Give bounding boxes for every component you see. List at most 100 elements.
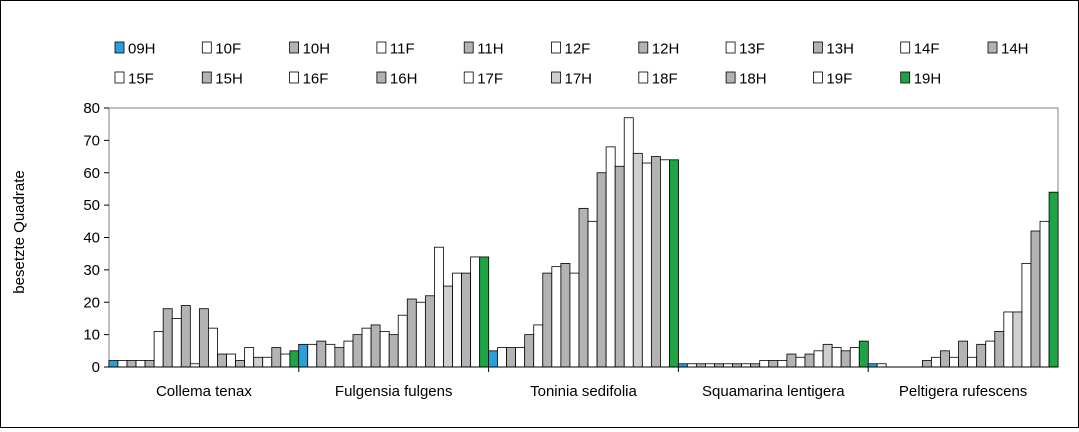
bar xyxy=(217,353,227,368)
bar xyxy=(795,356,806,368)
bar xyxy=(434,246,444,368)
legend-swatch xyxy=(725,71,736,84)
legend-label: 16H xyxy=(390,71,418,88)
bar xyxy=(849,347,860,368)
legend-item: 16H xyxy=(376,71,418,88)
bar xyxy=(198,308,209,368)
bar xyxy=(786,353,797,368)
x-category-label: Peltigera rufescens xyxy=(899,383,1027,400)
bar xyxy=(623,117,634,368)
bar xyxy=(822,343,833,368)
x-category-label: Fulgensia fulgens xyxy=(335,383,453,400)
bar xyxy=(135,360,146,368)
legend-item: 13F xyxy=(725,41,765,58)
bar xyxy=(921,360,932,368)
bar xyxy=(271,347,282,368)
y-tick-label: 20 xyxy=(83,294,100,311)
bar xyxy=(515,347,526,368)
legend-swatch xyxy=(638,71,649,84)
bar xyxy=(361,327,372,368)
bar xyxy=(208,327,218,368)
bar xyxy=(497,347,507,368)
legend-label: 15F xyxy=(128,71,154,88)
legend-item: 12F xyxy=(551,41,590,58)
bar xyxy=(180,305,191,368)
y-tick-label: 70 xyxy=(83,132,100,149)
bar xyxy=(144,360,155,368)
bar xyxy=(578,207,589,368)
bar xyxy=(325,343,336,368)
bar xyxy=(162,308,173,368)
legend-swatch xyxy=(463,71,474,84)
legend: 09H 10F 10H 11F 11H 12F 12H 13F 13H 14F 14H 15F 15H 1… xyxy=(114,41,1029,88)
bar xyxy=(298,343,309,368)
bar xyxy=(443,285,453,368)
bar xyxy=(632,152,643,368)
bar xyxy=(777,360,788,368)
bar xyxy=(596,172,607,368)
legend-item: 15F xyxy=(114,71,154,88)
bar xyxy=(316,340,327,368)
bar xyxy=(253,356,264,368)
bar xyxy=(117,360,128,368)
bar xyxy=(470,256,481,368)
bar xyxy=(406,298,417,368)
legend-swatch xyxy=(114,41,125,54)
y-tick-label: 80 xyxy=(83,100,100,117)
y-tick-label: 50 xyxy=(83,197,100,214)
legend-swatch xyxy=(638,41,649,54)
legend-label: 12H xyxy=(652,41,680,58)
legend-label: 11H xyxy=(477,41,503,58)
legend-swatch xyxy=(114,71,125,84)
legend-label: 18H xyxy=(739,71,767,88)
bar xyxy=(488,350,498,368)
legend-item: 11H xyxy=(463,41,504,58)
bar xyxy=(967,356,978,368)
legend-item: 18H xyxy=(725,71,767,88)
legend-item: 14H xyxy=(987,41,1029,58)
bar xyxy=(614,165,625,368)
legend-item: 18F xyxy=(638,71,678,88)
plot-area: 0 10 20 30 40 50 60 70 80 Collema tenax Fulgensia … xyxy=(83,100,1059,400)
legend-swatch xyxy=(376,71,387,84)
bar xyxy=(280,353,291,368)
legend-swatch xyxy=(987,41,998,54)
bar xyxy=(153,330,164,368)
bar xyxy=(506,347,517,368)
bar xyxy=(958,340,969,368)
bar xyxy=(587,220,598,368)
x-category-label: Collema tenax xyxy=(156,383,252,400)
legend-swatch xyxy=(813,41,823,54)
bar xyxy=(126,360,137,368)
legend-label: 13F xyxy=(739,41,765,58)
bar xyxy=(1030,230,1041,368)
bar xyxy=(235,360,246,368)
legend-swatch xyxy=(201,41,212,54)
bar xyxy=(759,360,770,368)
bar xyxy=(831,347,842,368)
bar xyxy=(1003,311,1014,368)
legend-label: 09H xyxy=(128,41,156,58)
bar xyxy=(397,314,408,368)
legend-swatch xyxy=(289,41,300,54)
legend-item: 14F xyxy=(900,41,940,58)
bar xyxy=(226,353,236,368)
bar xyxy=(985,340,996,368)
bar xyxy=(1021,262,1032,368)
legend-label: 10F xyxy=(215,41,241,58)
bar xyxy=(1012,311,1023,368)
bar xyxy=(452,272,462,368)
legend-label: 17F xyxy=(477,71,503,88)
bar xyxy=(949,356,959,368)
y-axis-label: besetzte Quadrate xyxy=(11,170,28,293)
bar xyxy=(650,156,661,368)
y-tick-label: 0 xyxy=(92,359,100,376)
bar xyxy=(669,159,679,368)
legend-label: 13H xyxy=(826,41,854,58)
bar xyxy=(379,330,390,368)
y-tick-label: 10 xyxy=(83,327,100,344)
legend-swatch xyxy=(900,71,911,84)
legend-item: 13H xyxy=(813,41,854,58)
bar xyxy=(244,347,255,368)
